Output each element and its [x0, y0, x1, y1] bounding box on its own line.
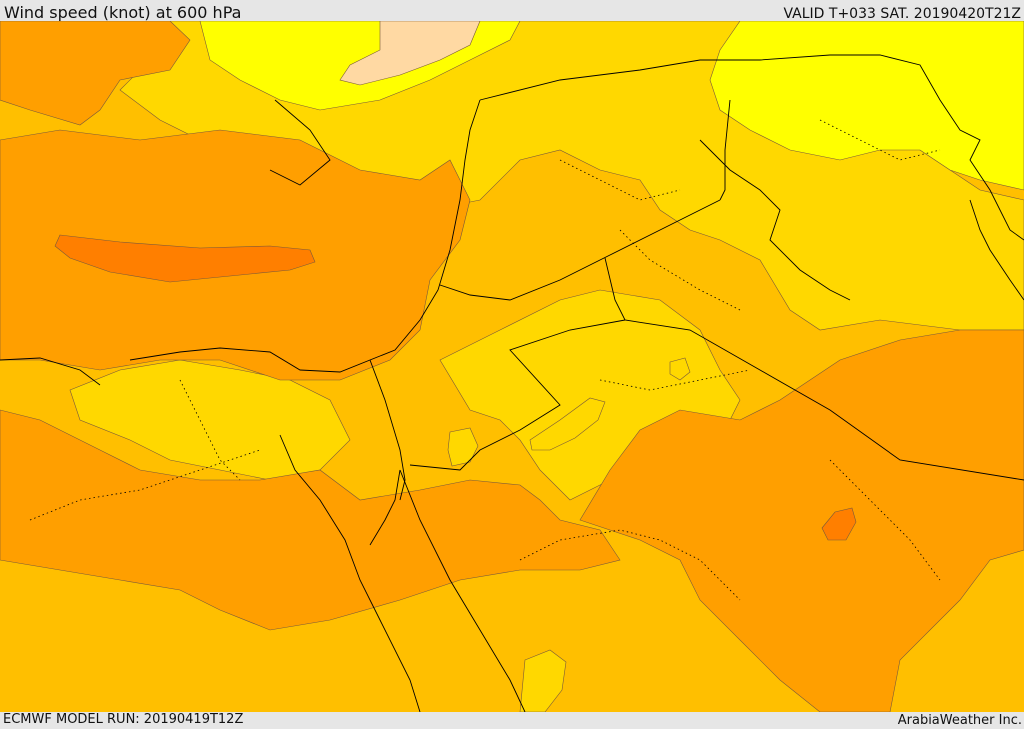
band-high-east [821, 507, 857, 541]
band-mid-high-northwest [0, 21, 191, 126]
country-borders [369, 54, 1024, 501]
footer-bar: ECMWF MODEL RUN: 20190419T12Z ArabiaWeat… [0, 712, 1024, 729]
wind-speed-map [0, 21, 1024, 712]
blob-2 [529, 397, 606, 451]
header-bar: Wind speed (knot) at 600 hPa VALID T+033… [0, 0, 1024, 22]
credit: ArabiaWeather Inc. [897, 713, 1022, 728]
valid-time: VALID T+033 SAT. 20190420T21Z [783, 6, 1021, 22]
blob-3 [669, 357, 691, 381]
band-mid-high-east [579, 329, 1024, 712]
band-high-west [54, 234, 316, 283]
province-borders [29, 119, 941, 601]
map-title: Wind speed (knot) at 600 hPa [4, 3, 242, 22]
band-mid-low-sw [69, 359, 351, 481]
band-mid-high-south [0, 409, 621, 631]
band-lowest [339, 21, 481, 86]
blob-4 [519, 649, 567, 712]
coastlines [0, 99, 1024, 712]
contour-fills [0, 21, 1024, 712]
blob-1 [447, 427, 479, 467]
band-low-northeast [709, 21, 1024, 191]
model-run: ECMWF MODEL RUN: 20190419T12Z [3, 712, 244, 727]
